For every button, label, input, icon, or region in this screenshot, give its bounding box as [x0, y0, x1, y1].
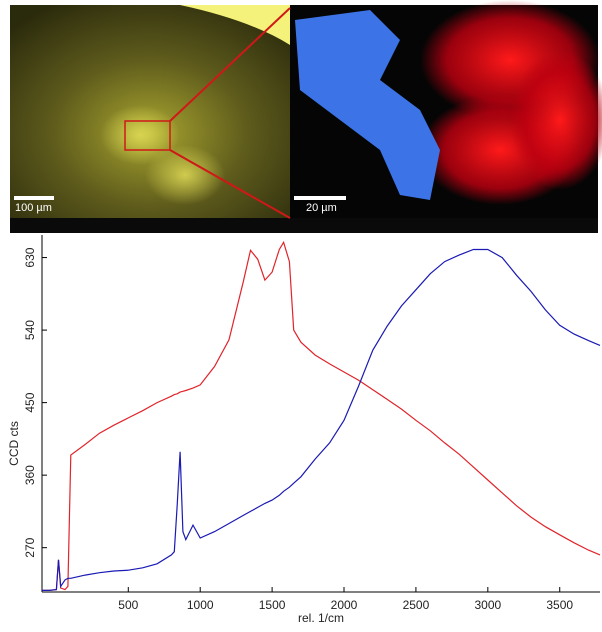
- zoom-lines: [169, 7, 291, 219]
- red-region: [510, 50, 602, 190]
- scale-label: 100 µm: [15, 202, 52, 214]
- x-tick-label: 2500: [403, 598, 430, 612]
- spectrum-line: [42, 240, 601, 591]
- x-tick-label: 1000: [187, 598, 214, 612]
- zoom-box: [124, 120, 171, 151]
- scale-label: 20 µm: [306, 202, 337, 214]
- x-tick-label: 2000: [331, 598, 358, 612]
- scale-bar: [294, 196, 346, 200]
- y-tick-label: 630: [23, 247, 37, 267]
- y-tick-label: 270: [23, 537, 37, 557]
- x-axis-label: rel. 1/cm: [298, 611, 344, 625]
- spectrum-chart: 270 360 450 540 630 500 1000 1500 2000 2500 3000 35…: [7, 235, 601, 625]
- bright-area: [145, 145, 225, 205]
- scale-bar: [14, 196, 54, 200]
- x-tick-label: 1500: [259, 598, 286, 612]
- y-tick-label: 450: [23, 392, 37, 412]
- micrograph-panel: 100 µm 20 µm: [10, 0, 602, 233]
- x-tick-label: 500: [118, 598, 138, 612]
- x-tick-label: 3000: [474, 598, 501, 612]
- spectrum-line: [42, 248, 601, 591]
- blue-region: [295, 10, 440, 200]
- y-tick-label: 540: [23, 320, 37, 340]
- bright-corner: [180, 5, 290, 45]
- x-tick-label: 3500: [546, 598, 573, 612]
- y-tick-label: 360: [23, 465, 37, 485]
- y-axis-label: CCD cts: [7, 421, 21, 466]
